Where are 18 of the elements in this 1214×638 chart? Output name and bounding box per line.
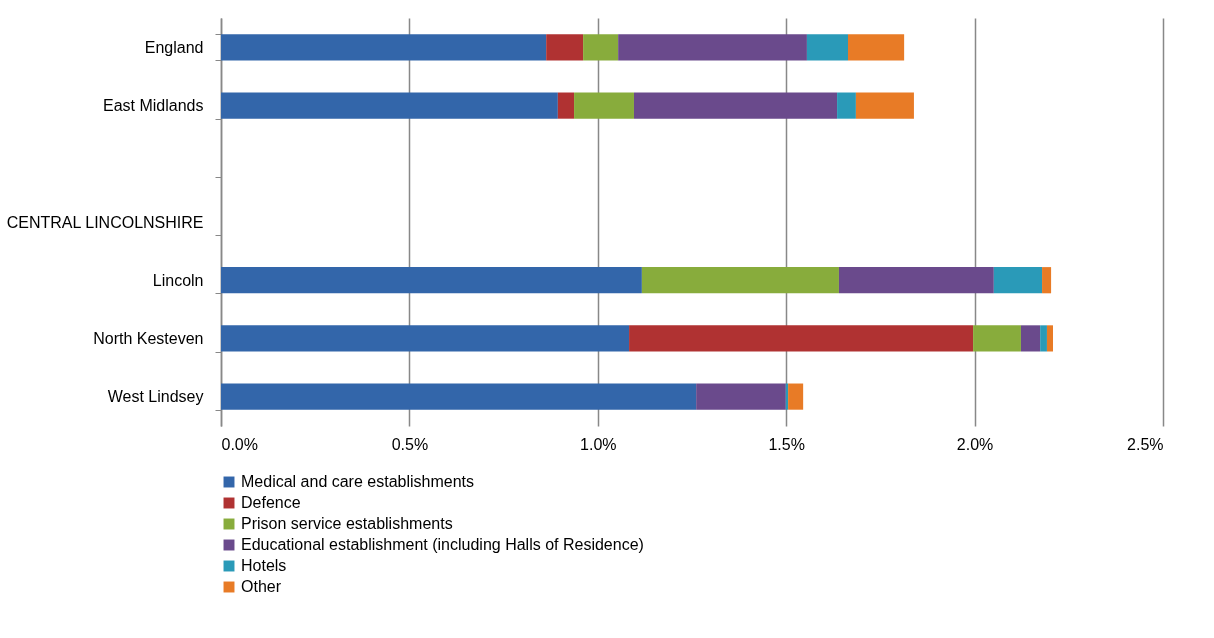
x-tick-label: 2.5% <box>1127 435 1164 453</box>
y-tick-label: England <box>144 38 204 56</box>
x-tick-label: 2.0% <box>956 435 994 453</box>
legend-label: Educational establishment (including Halls of Residence) <box>241 536 644 553</box>
y-tick-label: North Kesteven <box>93 329 204 347</box>
y-tick-label: Lincoln <box>152 271 204 289</box>
x-tick-label: 1.0% <box>580 435 617 453</box>
legend-label: Medical and care establishments <box>241 473 475 490</box>
x-tick-label: 0.5% <box>391 435 429 453</box>
legend-label: Prison service establishments <box>241 515 453 532</box>
x-tick-label: 0.0% <box>221 435 258 453</box>
legend-label: Hotels <box>241 557 287 574</box>
y-tick-label: CENTRAL LINCOLNSHIRE <box>6 213 204 231</box>
legend-label: Other <box>241 578 282 595</box>
y-tick-label: East Midlands <box>103 97 204 115</box>
legend-label: Defence <box>241 494 301 511</box>
y-tick-label: West Lindsey <box>107 388 204 406</box>
x-tick-label: 1.5% <box>768 435 805 453</box>
